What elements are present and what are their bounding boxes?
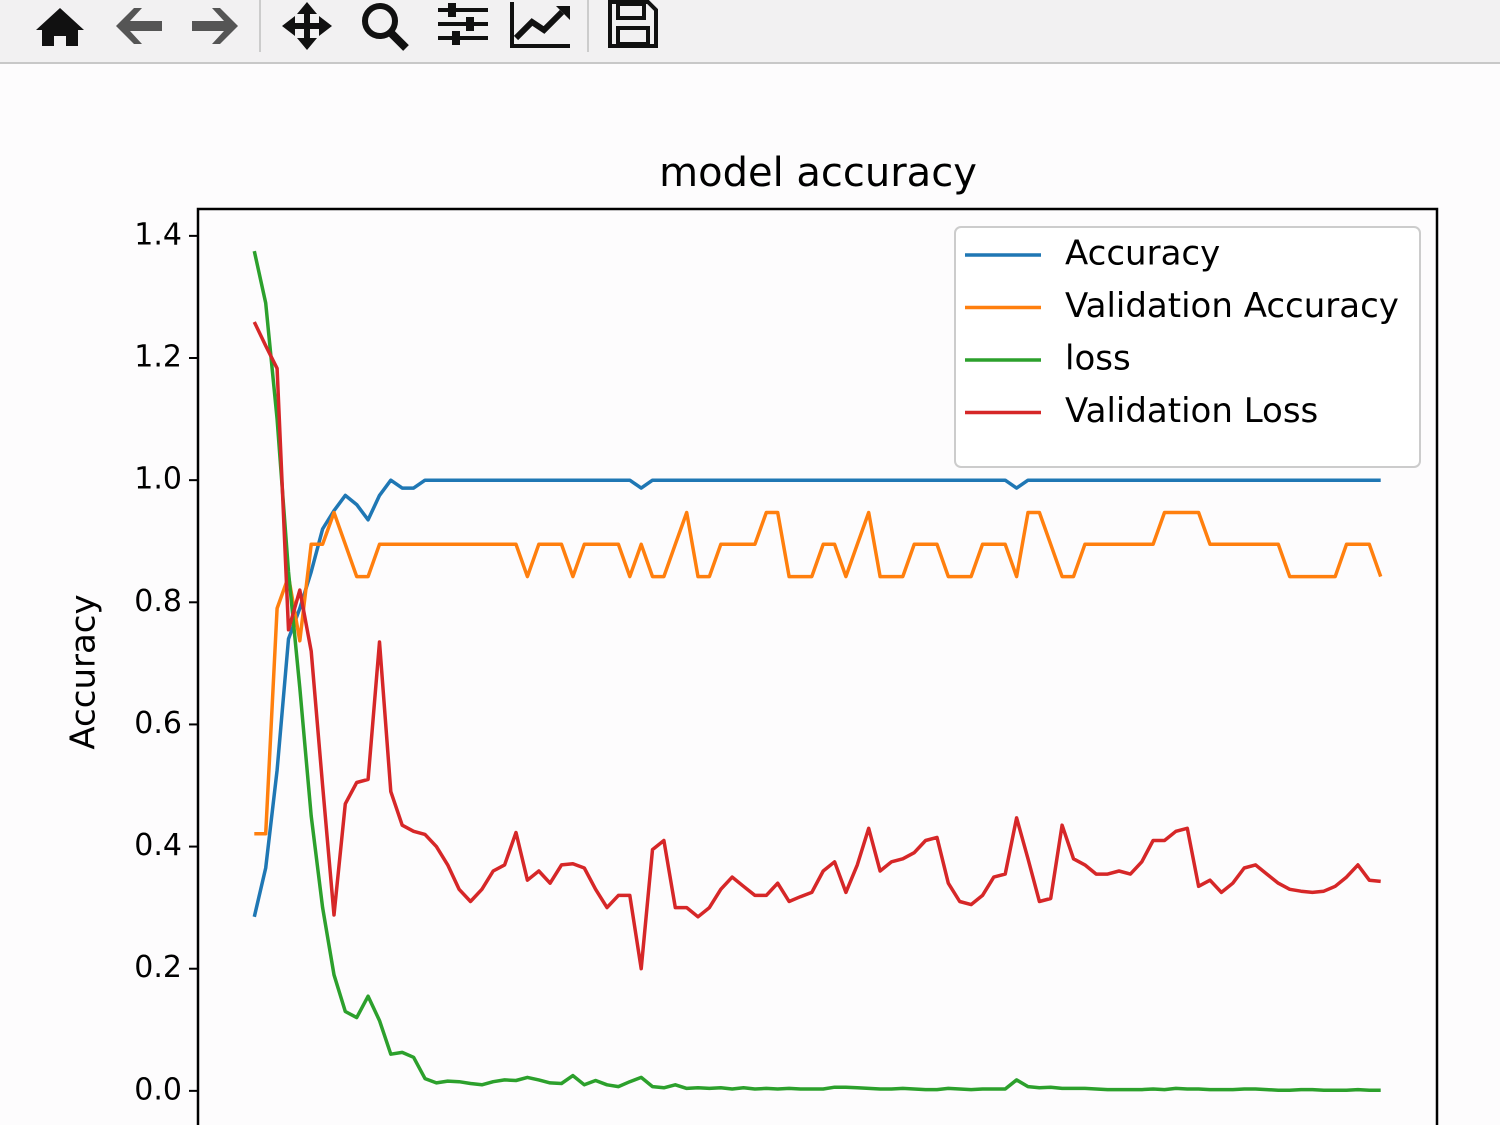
legend-label: Accuracy xyxy=(1065,234,1220,274)
pan-button[interactable] xyxy=(282,2,332,50)
zoom-button[interactable] xyxy=(362,3,409,51)
y-tick-label: 1.2 xyxy=(134,340,182,375)
y-tick-label: 0.4 xyxy=(134,828,182,863)
axes-frame xyxy=(196,207,1439,1125)
legend-label: loss xyxy=(1065,339,1131,379)
home-button[interactable] xyxy=(36,8,84,46)
save-button[interactable] xyxy=(608,0,658,48)
y-tick-label: 1.0 xyxy=(134,462,182,497)
data-line xyxy=(252,321,1381,971)
toolbar xyxy=(0,0,1500,64)
chart-title: model accuracy xyxy=(659,150,977,196)
legend-label: Validation Loss xyxy=(1065,391,1318,431)
configure-button[interactable] xyxy=(438,3,488,45)
back-button[interactable] xyxy=(116,8,162,44)
legend: Accuracy Validation Accuracy loss Validatio… xyxy=(954,226,1421,468)
y-tick-label: 0.8 xyxy=(134,584,182,619)
y-tick-label: 0.2 xyxy=(134,950,182,985)
y-tick-label: 0.6 xyxy=(134,706,182,741)
y-axis-label: Accuracy xyxy=(64,594,104,749)
data-line xyxy=(254,510,1383,836)
edit-axis-button[interactable] xyxy=(510,2,570,48)
y-tick-label: 1.4 xyxy=(134,217,182,252)
legend-label: Validation Accuracy xyxy=(1065,286,1399,326)
data-line xyxy=(252,250,1381,1093)
legend-box xyxy=(954,226,1421,468)
y-tick-label: 0.0 xyxy=(134,1072,182,1107)
data-line xyxy=(252,478,1381,918)
forward-button[interactable] xyxy=(192,8,238,44)
toolbar-icons xyxy=(36,0,658,52)
